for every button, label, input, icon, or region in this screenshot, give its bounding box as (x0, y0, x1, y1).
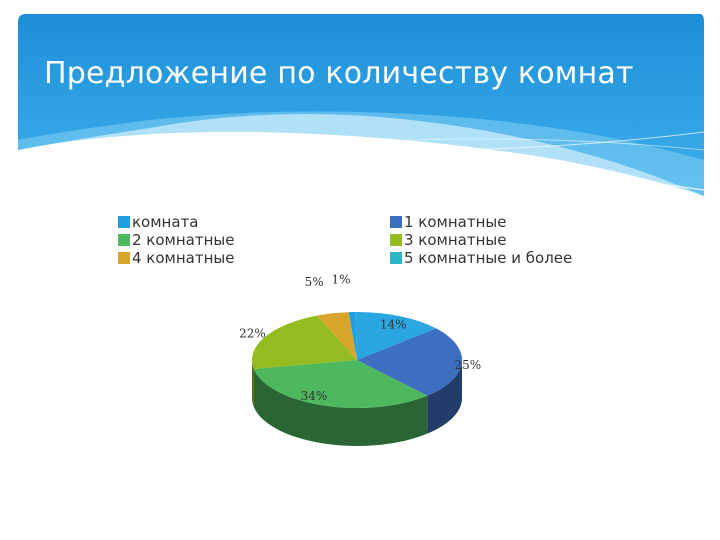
pie-slice (252, 315, 357, 370)
legend-entry: 4 комнатные (118, 249, 234, 267)
chart-legend-right: 1 комнатные 3 комнатные 5 комнатные и бо… (390, 213, 572, 267)
pie-slice (316, 312, 357, 360)
legend-entry: 3 комнатные (390, 231, 572, 249)
data-label: 1% (331, 273, 350, 287)
legend-entry: 5 комнатные и более (390, 249, 572, 267)
data-label: 34% (301, 389, 328, 403)
pie-slice-side (427, 360, 462, 434)
pie-slice (355, 312, 437, 360)
legend-label: 3 комнатные (404, 231, 507, 249)
header-banner (18, 14, 705, 196)
pie-slice (357, 328, 462, 396)
pie-slice-side (252, 360, 254, 408)
legend-label: 1 комнатные (404, 213, 507, 231)
data-label: 25% (454, 358, 481, 372)
legend-label: 4 комнатные (132, 249, 235, 267)
pie-slice-side (253, 369, 428, 447)
data-label: 5% (305, 275, 324, 289)
pie-slice (253, 360, 428, 409)
legend-entry: комната (118, 213, 234, 231)
legend-swatch (390, 234, 402, 246)
legend-label: комната (132, 213, 199, 231)
legend-label: 2 комнатные (132, 231, 235, 249)
data-label: 22% (239, 327, 266, 341)
legend-entry: 2 комнатные (118, 231, 234, 249)
chart-legend-left: комната 2 комнатные 4 комнатные (118, 213, 234, 267)
legend-label: 5 комнатные и более (404, 249, 573, 267)
slide-title: Предложение по количеству комнат (44, 56, 634, 91)
legend-swatch (390, 252, 402, 264)
legend-swatch (390, 216, 402, 228)
legend-entry: 1 комнатные (390, 213, 572, 231)
data-label: 14% (380, 318, 407, 332)
legend-swatch (118, 252, 130, 264)
legend-swatch (118, 216, 130, 228)
pie-slice (348, 312, 357, 360)
legend-swatch (118, 234, 130, 246)
